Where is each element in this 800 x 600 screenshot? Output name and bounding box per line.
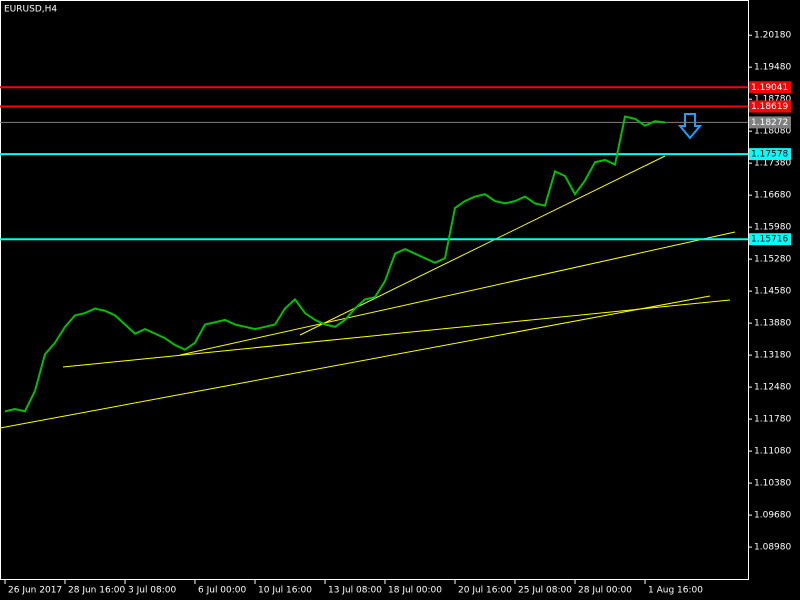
y-tick-label: 1.18080	[754, 127, 791, 137]
plot-frame	[0, 0, 749, 580]
price-label-box	[749, 100, 791, 113]
y-tick-label: 1.15980	[754, 223, 791, 233]
y-tick-label: 1.08980	[754, 543, 791, 553]
x-tick-label: 18 Jul 00:00	[388, 586, 442, 596]
price-label: 1.18619	[751, 102, 788, 112]
x-tick-label: 6 Jul 00:00	[198, 586, 247, 596]
trendline	[0, 295, 711, 429]
y-tick-label: 1.17380	[754, 159, 791, 169]
price-label-box	[749, 148, 791, 161]
price-label: 1.17578	[751, 150, 788, 160]
trendline	[179, 231, 736, 356]
x-tick-label: 13 Jul 08:00	[328, 586, 382, 596]
y-tick-label: 1.09680	[754, 511, 791, 521]
x-tick-label: 10 Jul 16:00	[258, 586, 312, 596]
price-label: 1.18272	[751, 118, 788, 128]
price-label: 1.19041	[751, 83, 788, 93]
price-line	[4, 115, 666, 413]
y-tick-label: 1.10380	[754, 479, 791, 489]
y-tick-label: 1.11080	[754, 447, 791, 457]
y-tick-label: 1.13880	[754, 319, 791, 329]
price-label-box	[749, 116, 791, 129]
trendline	[299, 155, 666, 336]
y-tick-label: 1.14580	[754, 287, 791, 297]
y-tick-label: 1.12480	[754, 383, 791, 393]
x-tick-label: 28 Jun 16:00	[68, 586, 125, 596]
y-tick-label: 1.16680	[754, 191, 791, 201]
price-label-box	[749, 233, 791, 246]
price-label: 1.15716	[751, 235, 788, 245]
trendlines	[0, 155, 736, 429]
chart-title: EURUSD,H4	[4, 5, 57, 15]
price-label-box	[749, 81, 791, 94]
y-tick-label: 1.19480	[754, 63, 791, 73]
x-tick-label: 26 Jun 2017	[8, 586, 62, 596]
x-tick-label: 28 Jul 00:00	[578, 586, 632, 596]
y-tick-label: 1.15280	[754, 255, 791, 265]
x-tick-label: 1 Aug 16:00	[648, 586, 703, 596]
y-tick-label: 1.20180	[754, 31, 791, 41]
y-tick-label: 1.18780	[754, 95, 791, 105]
x-tick-label: 20 Jul 16:00	[458, 586, 512, 596]
sell-arrow	[677, 113, 703, 140]
y-tick-label: 1.13180	[754, 351, 791, 361]
y-tick-label: 1.11780	[754, 415, 791, 425]
trendline	[62, 299, 731, 368]
x-tick-label: 3 Jul 08:00	[128, 586, 177, 596]
x-tick-label: 25 Jul 08:00	[518, 586, 572, 596]
